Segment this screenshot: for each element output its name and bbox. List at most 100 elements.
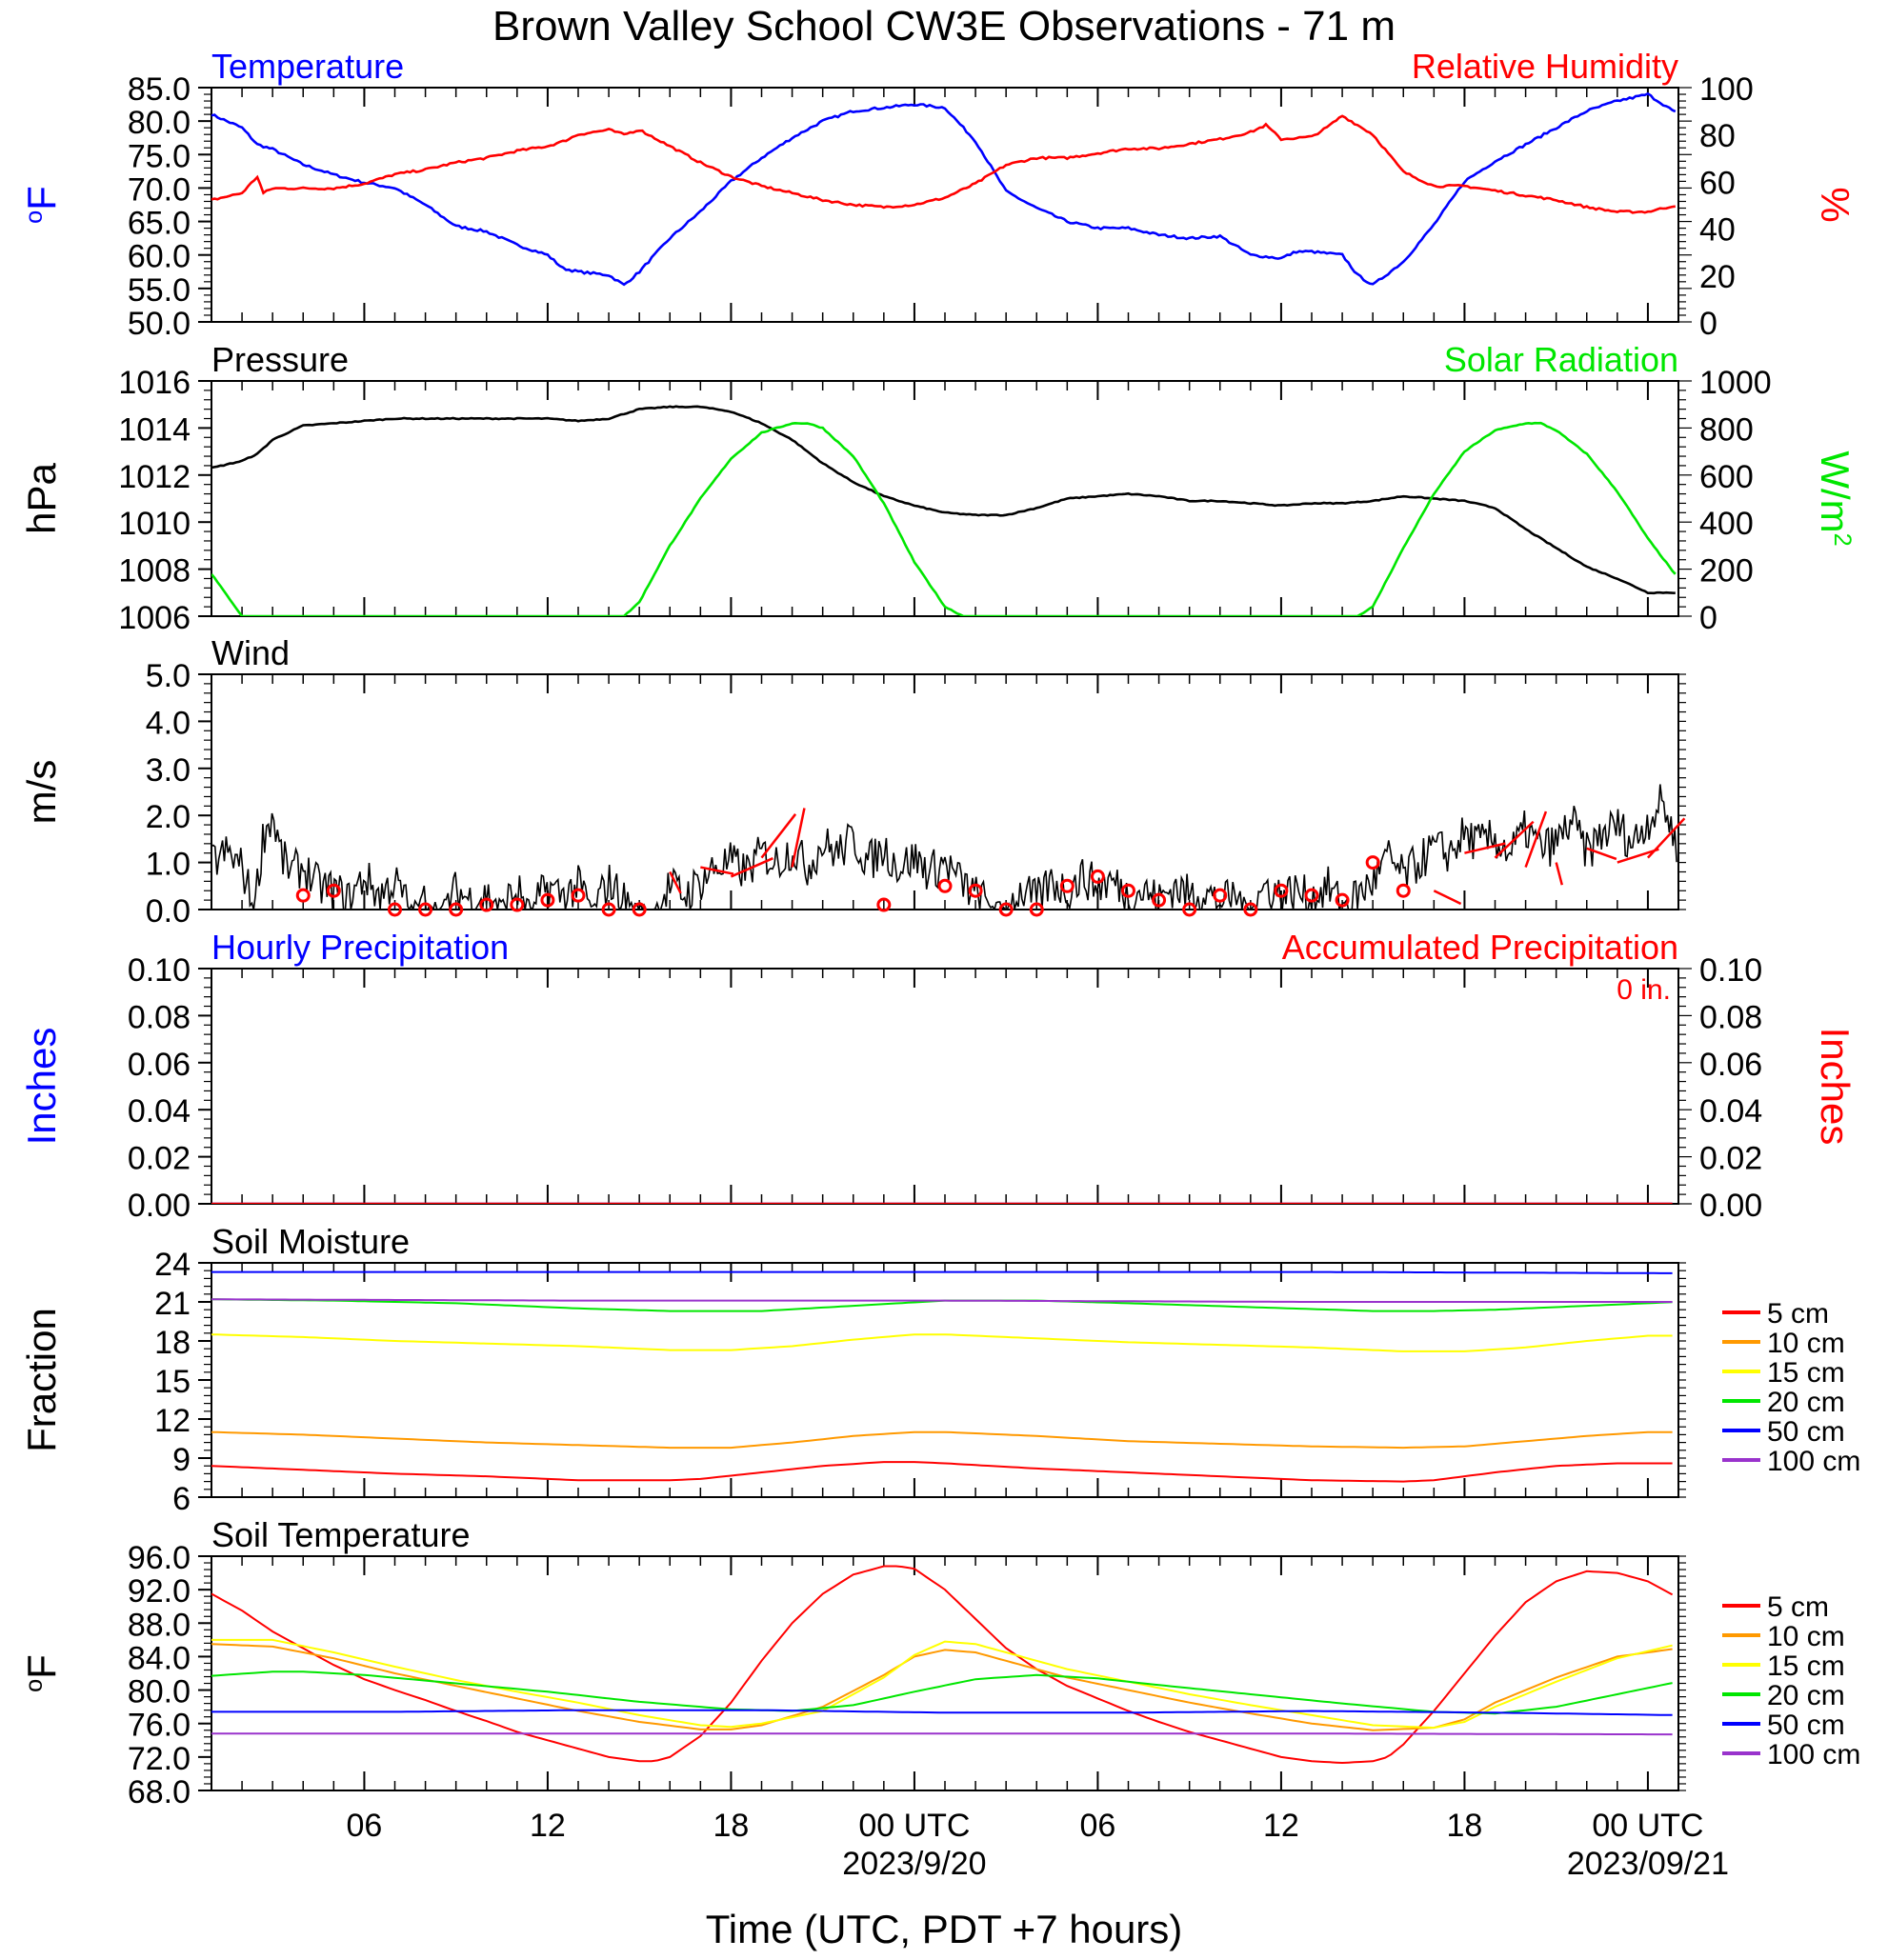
- wind-calm-circle: [1213, 888, 1228, 903]
- y-tick-label: 21: [154, 1286, 191, 1322]
- wind-calm-circle: [1152, 892, 1167, 908]
- wind-calm-circle: [295, 888, 311, 903]
- y-axis-label-left: Fraction: [19, 1308, 64, 1452]
- panel-title-left: Wind: [211, 633, 290, 672]
- wind-calm-circle: [479, 897, 494, 912]
- wind-calm-circle: [937, 878, 953, 893]
- panel-title-left: Soil Temperature: [211, 1515, 470, 1554]
- wind-barb: [1555, 862, 1564, 886]
- y-tick-label: 80.0: [128, 1674, 191, 1710]
- wind-barb: [1647, 817, 1686, 859]
- wind-calm-circle: [388, 902, 402, 917]
- wind-calm-circle: [876, 897, 892, 912]
- y-tick-label: 0.0: [146, 893, 191, 930]
- legend-label: 20 cm: [1767, 1680, 1845, 1711]
- wind-calm-circle: [632, 902, 647, 917]
- y-tick-label: 1012: [118, 459, 191, 495]
- x-tick-label: 18: [713, 1808, 750, 1844]
- y-right-tick-label: 200: [1699, 553, 1754, 590]
- y-tick-label: 60.0: [128, 239, 191, 275]
- y-tick-label: 15: [154, 1364, 191, 1400]
- y-tick-label: 75.0: [128, 138, 191, 174]
- plot-frame: [211, 1262, 1679, 1498]
- plot-frame: [211, 968, 1679, 1205]
- y-right-tick-label: 0.02: [1699, 1141, 1762, 1177]
- legend-label: 15 cm: [1767, 1650, 1845, 1682]
- panel-pressure_solar: 1006 1008 1010 1012 1014 1016 0 200 400 600 800 100…: [19, 340, 1858, 636]
- y-right-tick-label: 800: [1699, 411, 1754, 448]
- y-right-tick-label: 0.10: [1699, 952, 1762, 989]
- wind-calm-circle: [1182, 902, 1197, 917]
- y-right-tick-label: 20: [1699, 259, 1736, 295]
- x-tick-label: 12: [530, 1808, 566, 1844]
- wind-barb: [1586, 847, 1617, 861]
- y-tick-label: 55.0: [128, 272, 191, 309]
- panel-precip: 0.00 0.02 0.04 0.06 0.08 0.10 0.00 0.02 0.04 0.06…: [19, 928, 1858, 1224]
- panel-title-right: Solar Radiation: [1444, 340, 1678, 379]
- plot-frame: [211, 673, 1679, 910]
- wind-calm-circle: [1090, 869, 1105, 884]
- y-tick-label: 1010: [118, 506, 191, 542]
- panel-wind: 0.0 1.0 2.0 3.0 4.0 5.0 Wind m/s: [19, 633, 1686, 930]
- legend-label: 100 cm: [1767, 1446, 1860, 1477]
- wind-calm-circle: [1243, 902, 1258, 917]
- wind-barb: [1464, 842, 1506, 854]
- y-tick-label: 0.02: [128, 1141, 191, 1177]
- legend-label: 50 cm: [1767, 1710, 1845, 1741]
- y-tick-label: 3.0: [146, 752, 191, 789]
- panel-soil_temperature: 68.072.076.080.084.088.092.096.0 06 12 18 00…: [19, 1515, 1860, 1882]
- wind-barb: [791, 808, 806, 868]
- y-tick-label: 68.0: [128, 1774, 191, 1810]
- y-right-tick-label: 100: [1699, 71, 1754, 108]
- y-tick-label: 5.0: [146, 658, 191, 694]
- page-title: Brown Valley School CW3E Observations - …: [492, 3, 1396, 50]
- series-line-relative-humidity: [211, 114, 1676, 214]
- y-tick-label: 24: [154, 1247, 191, 1283]
- wind-calm-circle: [1396, 883, 1411, 898]
- wind-calm-circle: [418, 902, 433, 917]
- wind-calm-circle: [1304, 888, 1319, 903]
- wind-barb: [669, 870, 682, 894]
- series-line-solar-radiation: [211, 421, 1677, 616]
- wind-barb: [1617, 848, 1659, 864]
- plot-frame: [211, 87, 1679, 323]
- series-line-10-cm: [211, 1430, 1673, 1450]
- y-axis-label-right: %: [1813, 187, 1858, 222]
- x-tick-label: 06: [1080, 1808, 1116, 1844]
- y-tick-label: 84.0: [128, 1640, 191, 1676]
- y-tick-label: 72.0: [128, 1741, 191, 1777]
- y-tick-label: 12: [154, 1403, 191, 1439]
- plot-frame: [211, 380, 1679, 617]
- legend-label: 100 cm: [1767, 1739, 1860, 1770]
- series-line-50-cm: [211, 1270, 1673, 1274]
- series-line-temperature: [211, 91, 1677, 287]
- y-axis-label-left: hPa: [19, 462, 64, 533]
- x-tick-label: 00 UTC: [858, 1808, 970, 1844]
- y-right-tick-label: 1000: [1699, 365, 1772, 401]
- y-tick-label: 70.0: [128, 171, 191, 208]
- wind-barb: [1494, 820, 1535, 859]
- y-tick-label: 96.0: [128, 1540, 191, 1576]
- legend-label: 10 cm: [1767, 1621, 1845, 1652]
- wind-calm-circle: [1059, 878, 1075, 893]
- y-tick-label: 76.0: [128, 1708, 191, 1744]
- y-right-tick-label: 0.06: [1699, 1047, 1762, 1083]
- y-right-tick-label: 40: [1699, 212, 1736, 249]
- series-line-50-cm: [211, 1709, 1673, 1716]
- series-line-100-cm: [211, 1732, 1673, 1736]
- y-tick-label: 0.10: [128, 952, 191, 989]
- panel-title-right: Relative Humidity: [1412, 47, 1678, 86]
- wind-calm-circle: [1365, 855, 1380, 870]
- panel-temp_rh: 50.055.060.065.070.075.080.085.0 0 20 40 60 8…: [19, 47, 1858, 342]
- x-tick-label: 18: [1447, 1808, 1483, 1844]
- panel-title-left: Hourly Precipitation: [211, 928, 509, 967]
- wind-calm-circle: [571, 888, 586, 903]
- legend-label: 10 cm: [1767, 1328, 1845, 1359]
- y-tick-label: 9: [172, 1442, 191, 1478]
- legend-label: 5 cm: [1767, 1298, 1829, 1330]
- y-right-tick-label: 0: [1699, 306, 1717, 342]
- series-line-pressure: [211, 405, 1676, 595]
- wind-calm-circle: [1274, 883, 1289, 898]
